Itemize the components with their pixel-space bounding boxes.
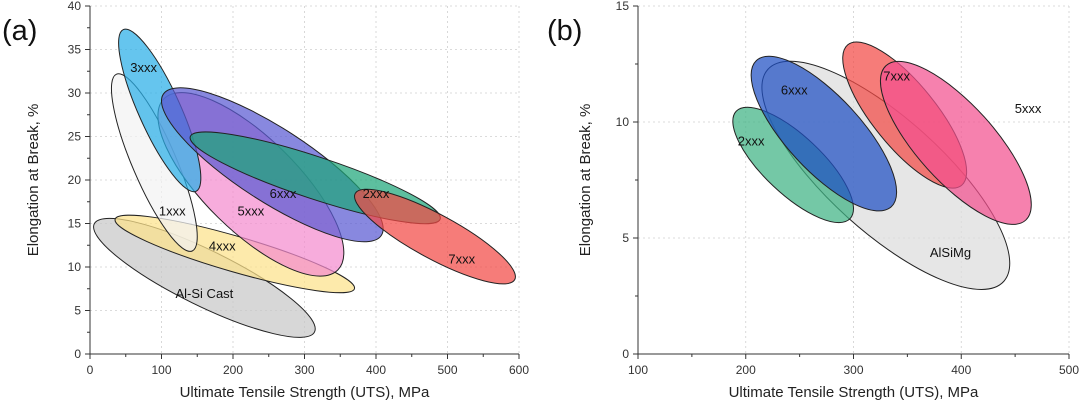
y-tick-label: 15: [68, 217, 82, 231]
x-tick-label: 0: [87, 363, 94, 377]
y-tick-label: 40: [68, 0, 82, 13]
region-label-al-si-cast: Al-Si Cast: [176, 286, 234, 301]
panel-b: AlSiMg 2xxx 6xxx 7xxx 5xxx 100 200 300 400 500 0 5 1…: [547, 0, 1079, 401]
y-tick-label: 30: [68, 86, 82, 100]
y-tick-label: 25: [68, 130, 82, 144]
region-7xxx: [354, 188, 516, 285]
panel-label: (b): [547, 15, 582, 47]
x-axis-title: Ultimate Tensile Strength (UTS), MPa: [729, 384, 979, 401]
y-tick-label: 15: [616, 0, 630, 13]
regions: [732, 41, 1032, 290]
panel-a: Al-Si Cast 4xxx 1xxx 5xxx 3xxx 6xxx 2xxx 7xxx 0 1…: [2, 0, 529, 401]
y-tick-label: 5: [74, 304, 81, 318]
region-label-2xxx: 2xxx: [363, 186, 390, 201]
region-label-4xxx: 4xxx: [209, 238, 236, 253]
y-tick-label: 10: [616, 115, 630, 129]
y-axis-title: Elongation at Break, %: [25, 104, 42, 257]
x-tick-label: 300: [294, 363, 314, 377]
region-label-5xxx: 5xxx: [1015, 101, 1042, 116]
x-tick-label: 500: [437, 363, 457, 377]
region-label-6xxx: 6xxx: [270, 186, 297, 201]
region-5xxx: [879, 60, 1032, 225]
y-tick-label: 0: [622, 347, 629, 361]
y-tick-label: 35: [68, 43, 82, 57]
region-6xxx: [750, 55, 898, 212]
y-tick-label: 20: [68, 173, 82, 187]
regions: [93, 28, 516, 338]
x-tick-label: 300: [843, 363, 863, 377]
panel-label: (a): [2, 15, 37, 47]
region-label-5xxx: 5xxx: [238, 203, 265, 218]
region-label-1xxx: 1xxx: [159, 203, 186, 218]
region-label-alsimg: AlSiMg: [930, 245, 971, 260]
region-label-7xxx: 7xxx: [448, 251, 475, 266]
x-tick-label: 200: [736, 363, 756, 377]
x-tick-label: 200: [223, 363, 243, 377]
x-tick-label: 100: [151, 363, 171, 377]
y-tick-label: 0: [74, 347, 81, 361]
x-tick-label: 500: [1059, 363, 1079, 377]
x-tick-label: 400: [366, 363, 386, 377]
y-tick-label: 5: [622, 231, 629, 245]
x-tick-label: 100: [628, 363, 648, 377]
region-label-3xxx: 3xxx: [130, 60, 157, 75]
region-label-7xxx: 7xxx: [883, 69, 910, 84]
y-axis-title: Elongation at Break, %: [577, 104, 594, 257]
y-tick-label: 10: [68, 260, 82, 274]
x-axis-title: Ultimate Tensile Strength (UTS), MPa: [180, 384, 430, 401]
x-tick-label: 400: [951, 363, 971, 377]
region-label-2xxx: 2xxx: [738, 134, 765, 149]
x-tick-label: 600: [509, 363, 529, 377]
region-label-6xxx: 6xxx: [781, 83, 808, 98]
